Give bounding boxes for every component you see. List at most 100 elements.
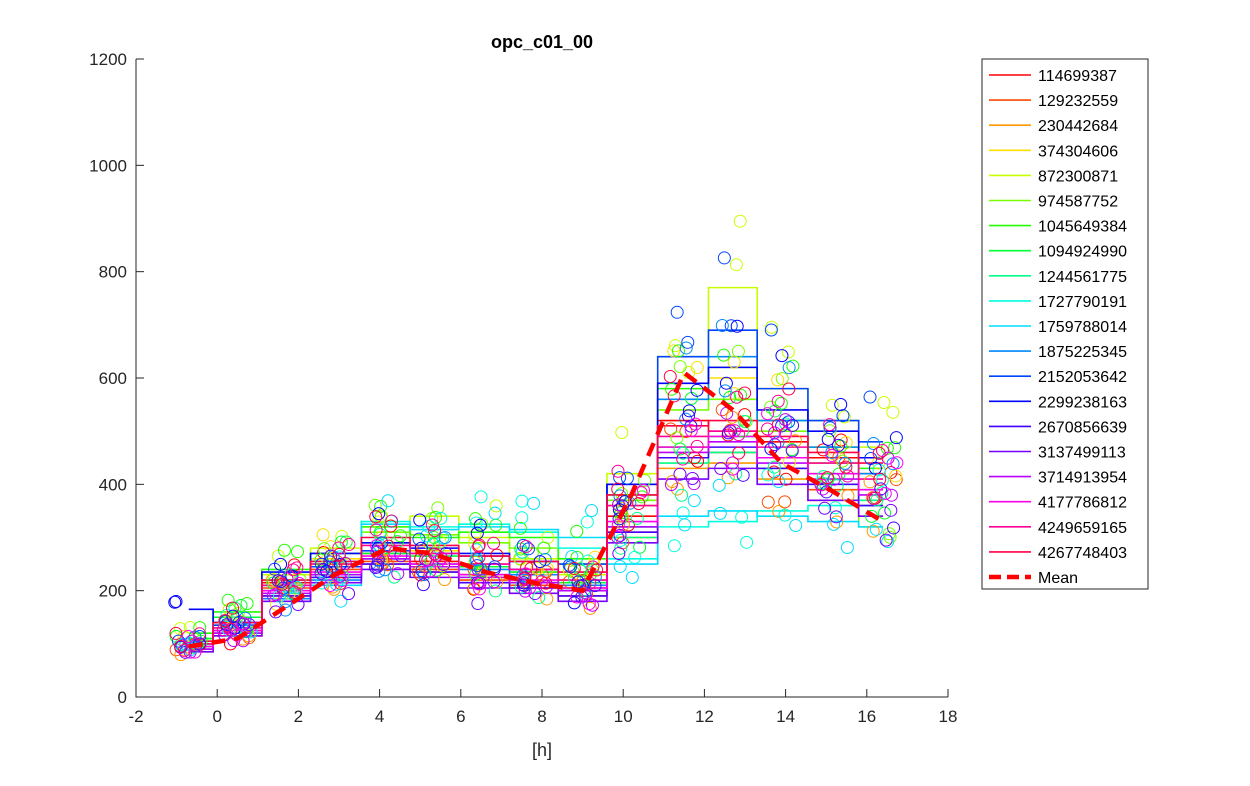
- y-tick-label: 200: [99, 582, 127, 601]
- data-point-marker: [778, 508, 792, 522]
- data-point-marker: [471, 596, 485, 610]
- data-point-marker: [316, 563, 330, 577]
- data-point-marker: [712, 478, 726, 492]
- data-point-marker: [827, 472, 841, 486]
- data-point-marker: [269, 587, 283, 601]
- data-point-marker: [772, 504, 786, 518]
- data-point-marker: [724, 424, 738, 438]
- data-point-marker: [216, 623, 230, 637]
- data-point-marker: [221, 593, 235, 607]
- data-point-marker: [689, 417, 703, 431]
- data-point-marker: [890, 456, 904, 470]
- data-point-marker: [663, 369, 677, 383]
- data-point-marker: [423, 564, 437, 578]
- data-point-marker: [369, 510, 383, 524]
- data-point-marker: [169, 595, 183, 609]
- data-point-marker: [385, 514, 399, 528]
- legend-label: 1094924990: [1038, 244, 1127, 261]
- data-point-marker: [771, 373, 785, 387]
- data-point-marker: [378, 563, 392, 577]
- data-point-marker: [717, 348, 731, 362]
- data-point-marker: [277, 543, 291, 557]
- data-point-marker: [613, 559, 627, 573]
- data-point-marker: [381, 539, 395, 553]
- data-point-marker: [781, 345, 795, 359]
- data-point-marker: [612, 512, 626, 526]
- data-point-marker: [827, 517, 841, 531]
- data-point-marker: [782, 382, 796, 396]
- data-point-marker: [570, 524, 584, 538]
- y-tick-label: 1200: [89, 50, 127, 69]
- data-point-marker: [675, 488, 689, 502]
- data-point-marker: [169, 626, 183, 640]
- x-axis-label: [h]: [532, 740, 552, 760]
- data-point-marker: [613, 533, 627, 547]
- data-point-marker: [876, 443, 890, 457]
- data-point-marker: [726, 462, 740, 476]
- data-point-marker: [516, 569, 530, 583]
- y-tick-label: 600: [99, 369, 127, 388]
- data-point-marker: [532, 591, 546, 605]
- data-point-marker: [771, 418, 785, 432]
- data-point-marker: [316, 528, 330, 542]
- data-point-marker: [732, 428, 746, 442]
- data-point-marker: [274, 557, 288, 571]
- data-point-marker: [839, 460, 853, 474]
- legend-items: 114699387 129232559 230442684 374304606 8723…: [989, 68, 1127, 587]
- data-point-marker: [761, 407, 775, 421]
- data-point-marker: [834, 397, 848, 411]
- data-point-marker: [829, 510, 843, 524]
- data-point-marker: [874, 482, 888, 496]
- data-point-marker: [719, 376, 733, 390]
- data-point-marker: [836, 454, 850, 468]
- legend-label: 129232559: [1038, 93, 1118, 110]
- data-point-marker: [690, 383, 704, 397]
- data-point-marker: [515, 511, 529, 525]
- legend-label: 2152053642: [1038, 369, 1127, 386]
- data-point-marker: [878, 486, 892, 500]
- series-line: [188, 435, 884, 648]
- data-point-marker: [789, 518, 803, 532]
- legend-label: 4267748403: [1038, 545, 1127, 562]
- data-point-marker: [583, 568, 597, 582]
- data-point-marker: [585, 598, 599, 612]
- data-point-marker: [825, 448, 839, 462]
- data-point-marker: [472, 538, 486, 552]
- data-point-marker: [863, 475, 877, 489]
- data-point-marker: [620, 471, 634, 485]
- data-point-marker: [236, 617, 250, 631]
- legend-label: 974587752: [1038, 194, 1118, 211]
- data-point-marker: [866, 524, 880, 538]
- data-point-marker: [888, 441, 902, 455]
- data-point-marker: [474, 490, 488, 504]
- data-point-marker: [615, 426, 629, 440]
- data-point-marker: [314, 566, 328, 580]
- data-point-marker: [764, 323, 778, 337]
- legend-label: 1045649384: [1038, 219, 1127, 236]
- data-point-marker: [488, 506, 502, 520]
- data-point-marker: [723, 390, 737, 404]
- x-tick-label: 2: [294, 707, 303, 726]
- data-point-marker: [736, 468, 750, 482]
- data-point-marker: [324, 549, 338, 563]
- data-point-marker: [473, 518, 487, 532]
- data-point-marker: [761, 495, 775, 509]
- data-point-marker: [667, 344, 681, 358]
- legend-label: Mean: [1038, 570, 1078, 587]
- data-point-marker: [275, 577, 289, 591]
- data-point-marker: [513, 552, 527, 566]
- mean-line: [188, 369, 885, 649]
- data-point-marker: [630, 511, 644, 525]
- legend-label: 374304606: [1038, 143, 1118, 160]
- data-point-marker: [878, 506, 892, 520]
- data-point-marker: [782, 361, 796, 375]
- data-point-marker: [613, 528, 627, 542]
- legend: 114699387 129232559 230442684 374304606 8723…: [981, 58, 1149, 590]
- data-point-marker: [863, 390, 877, 404]
- data-point-marker: [673, 442, 687, 456]
- legend-label: 872300871: [1038, 168, 1118, 185]
- data-point-marker: [691, 454, 705, 468]
- data-point-marker: [841, 469, 855, 483]
- series-line: [188, 430, 884, 645]
- data-point-marker: [416, 578, 430, 592]
